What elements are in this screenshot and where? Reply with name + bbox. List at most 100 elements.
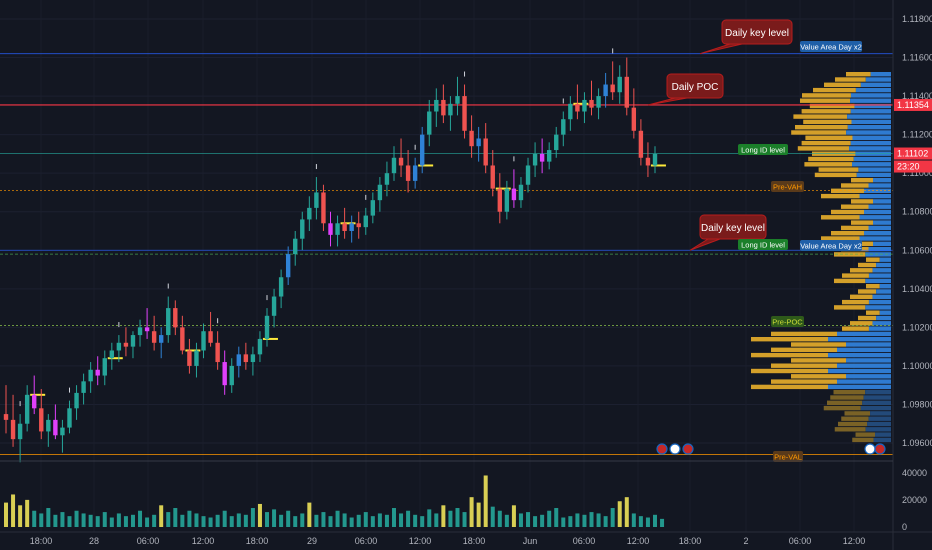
- profile-bar-up: [850, 268, 873, 273]
- profile-bar-down: [868, 183, 891, 188]
- volume-bar: [279, 514, 284, 527]
- time-tick-label: Jun: [523, 536, 538, 546]
- profile-bar-up: [821, 236, 860, 241]
- profile-bar-up: [858, 315, 877, 321]
- candle-body: [469, 130, 474, 147]
- daily-callout: Daily POC: [647, 73, 724, 106]
- price-tick-label: 1.11400: [902, 91, 932, 101]
- profile-bar-down: [865, 77, 891, 82]
- candle-body: [483, 138, 488, 166]
- profile-bar-down: [873, 178, 891, 183]
- profile-bar-down: [868, 204, 891, 209]
- volume-bar: [229, 516, 234, 527]
- volume-bar: [391, 508, 396, 527]
- profile-bar-up: [835, 77, 866, 82]
- volume-bar: [645, 517, 650, 527]
- candle-body: [250, 354, 256, 363]
- profile-bar-down: [873, 199, 891, 204]
- profile-bar-up: [834, 305, 866, 310]
- candle-body: [173, 308, 178, 328]
- candle-body: [370, 200, 376, 216]
- callout-pointer: [699, 43, 743, 55]
- volume-bar: [307, 502, 312, 527]
- profile-bar-up: [821, 193, 860, 199]
- profile-bar-up: [797, 146, 850, 151]
- profile-bar-up: [851, 199, 873, 204]
- profile-bar-up: [846, 72, 871, 77]
- volume-bar: [653, 514, 657, 527]
- candle-body: [215, 342, 220, 363]
- candle-body: [229, 365, 234, 386]
- volume-bar: [483, 475, 488, 527]
- volume-bar: [173, 508, 178, 527]
- volume-bar: [511, 505, 516, 527]
- volume-bar: [377, 513, 382, 527]
- candle-body: [427, 111, 432, 135]
- volume-bar: [554, 508, 559, 527]
- candle-body: [441, 99, 446, 116]
- price-tick-label: 1.10200: [902, 322, 932, 332]
- candle-body: [257, 338, 263, 355]
- profile-bar-down: [864, 231, 891, 236]
- price-tick-label: 1.09600: [902, 438, 932, 448]
- profile-bar-down: [873, 241, 891, 246]
- candle-body: [314, 192, 319, 208]
- profile-bar-down: [865, 305, 891, 310]
- candle-body: [455, 96, 460, 104]
- volume-bar: [138, 510, 143, 527]
- profile-bar-down: [850, 93, 891, 98]
- profile-bar-down: [859, 215, 891, 220]
- candle-body: [335, 223, 340, 235]
- volume-bar: [596, 513, 601, 527]
- callout-text: Daily key level: [725, 28, 789, 39]
- profile-bar-down: [849, 146, 891, 151]
- level-tag-text: Pre-VAL: [774, 453, 802, 462]
- profile-bar-up: [841, 204, 869, 209]
- time-tick-label: 12:00: [627, 536, 650, 546]
- candle-body: [356, 223, 361, 228]
- candle-body: [391, 157, 397, 174]
- volume-bar: [448, 510, 453, 527]
- candle-body: [589, 99, 594, 108]
- profile-bar-up: [793, 114, 848, 119]
- candle-body: [476, 138, 481, 147]
- poc-price-label: 1.11354: [897, 100, 929, 110]
- price-tick-label: 1.10800: [902, 207, 932, 217]
- volume-bar: [533, 516, 538, 527]
- volume-bar: [25, 499, 30, 527]
- candle-body: [10, 419, 16, 440]
- profile-bar-up: [823, 405, 861, 411]
- volume-tick-label: 20000: [902, 495, 927, 505]
- time-tick-label: 06:00: [355, 536, 378, 546]
- volume-bar: [81, 513, 86, 527]
- level-tag-text: Pre-VAH: [773, 183, 802, 192]
- profile-bar-down: [828, 368, 891, 374]
- countdown-label: 23:20: [897, 162, 920, 172]
- candle-body: [95, 369, 100, 376]
- level-tag: [800, 41, 862, 52]
- profile-bar-up: [801, 140, 851, 146]
- profile-bar-up: [821, 215, 860, 220]
- price-tick-label: 1.11000: [902, 168, 932, 178]
- flag-icon: [682, 443, 694, 455]
- candle-body: [236, 354, 241, 366]
- profile-bar-down: [870, 411, 891, 416]
- profile-bar-up: [804, 162, 853, 167]
- candle-body: [67, 408, 72, 428]
- candle-body: [631, 107, 637, 131]
- profile-bar-up: [771, 379, 837, 384]
- candle-body: [349, 223, 354, 231]
- level-tag: [800, 240, 862, 251]
- profile-bar-down: [860, 82, 891, 87]
- volume-bar: [624, 497, 629, 527]
- volume-bar: [180, 514, 185, 527]
- candle-body: [504, 188, 510, 212]
- level-tag: [771, 316, 804, 327]
- price-tick-label: 1.10600: [902, 245, 932, 255]
- volume-bar: [518, 513, 523, 527]
- candle-body: [525, 165, 531, 185]
- time-tick-label: 18:00: [30, 536, 53, 546]
